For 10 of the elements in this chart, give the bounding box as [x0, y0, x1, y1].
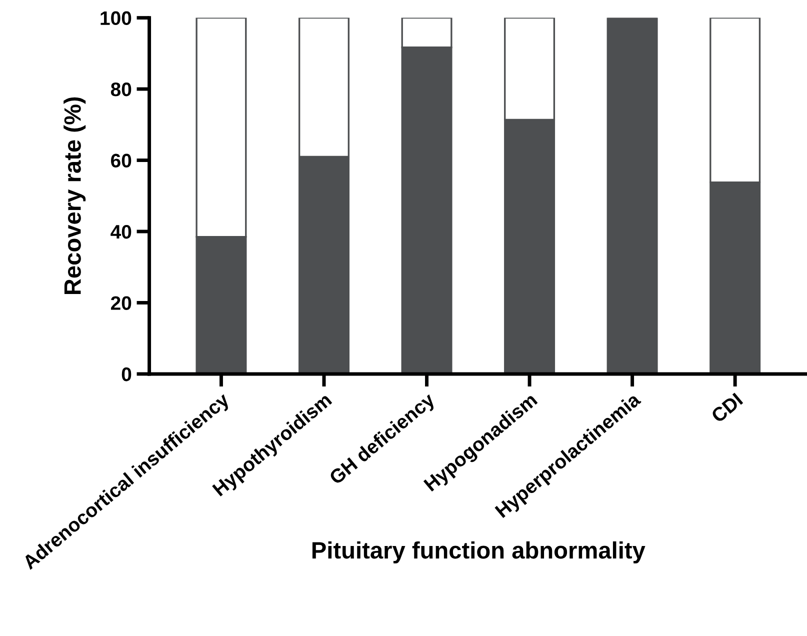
y-tick-label: 80 — [110, 82, 132, 96]
y-tick-label: 20 — [110, 296, 132, 310]
y-tick-label: 60 — [111, 154, 132, 168]
y-tick-label: 100 — [100, 11, 132, 26]
bar — [606, 18, 658, 374]
y-tick-label: 40 — [110, 224, 132, 239]
x-axis-title: Pituitary function abnormality — [312, 541, 646, 564]
y-axis-title: Recovery rate (%) — [64, 97, 86, 294]
x-tick-label: CDI — [710, 392, 744, 424]
y-tick-label: 0 — [122, 367, 132, 382]
